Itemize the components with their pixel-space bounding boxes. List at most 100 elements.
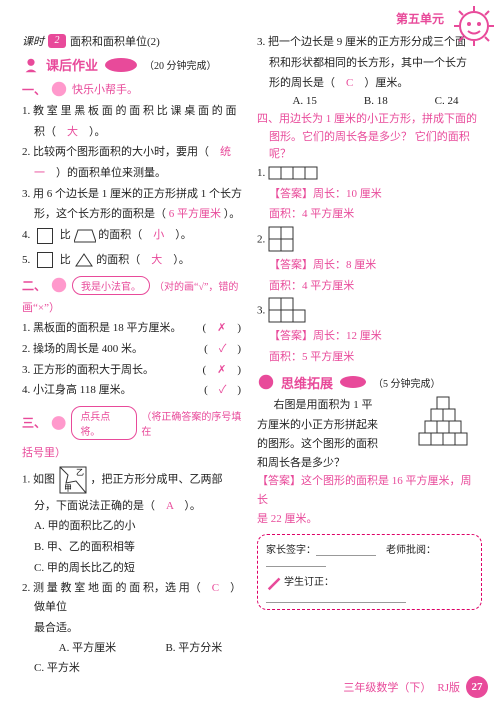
sec3-note2: 括号里）: [34, 444, 247, 463]
extl1: 右图是用面积为 1 平: [257, 396, 398, 415]
sec2-num: 二、: [22, 277, 46, 294]
s4a2b: 面积：4 平方厘米: [269, 277, 482, 296]
left-column: 课时 2 面积和面积单位(2) 课后作业 （20 分钟完成） 一、 快乐小帮手。…: [22, 33, 247, 680]
q1-3c: ）。: [221, 208, 240, 220]
s3q2c: 最合适。: [34, 619, 247, 638]
q1-5ans: 大: [151, 254, 162, 266]
q1-5b: 比: [60, 254, 71, 266]
s3q1d: ）。: [173, 500, 201, 512]
q1-5a: 5.: [22, 254, 30, 266]
extl2: 方厘米的小正方形拼起来: [257, 416, 398, 435]
doll3-icon: [50, 414, 67, 432]
rq3a: 3. 把一个边长是 9 厘米的正方形分成三个面: [269, 33, 482, 52]
sign-box: 家长签字： 老师批阅： 学生订正：: [257, 534, 482, 610]
doll-icon: [22, 56, 40, 74]
q1-4b: 比: [60, 229, 71, 241]
sec1-num: 一、: [22, 81, 46, 98]
sec4-title: 用边长为 1 厘米的小正方形，拼成下面的: [279, 113, 477, 125]
q1-2b: 一: [34, 167, 45, 179]
bubble2-icon: [339, 375, 367, 389]
q1-5c: 的面积（: [96, 254, 151, 266]
homework-badge: 课后作业: [46, 55, 98, 74]
rq3c: 形的周长是（: [269, 77, 346, 89]
star-icon: [50, 80, 68, 98]
svg-text:乙: 乙: [76, 468, 84, 477]
sec4-title2: 图形。它们的周长各是多少？ 它们的面积呢？: [269, 129, 482, 164]
s3q1c: 分，下面说法正确的是（: [34, 500, 166, 512]
shape2-icon: [268, 226, 296, 254]
rq3d: ）厘米。: [353, 77, 408, 89]
s3optC: C. 甲的周长比乙的短: [34, 559, 247, 578]
ext-time: （5 分钟完成）: [373, 375, 441, 390]
square-shape: [37, 228, 53, 244]
q1-3b: 形，这个长方形的面积是（: [34, 208, 169, 220]
q1-1c: ）。: [78, 126, 106, 138]
footer-grade: 三年级数学（下）: [343, 679, 431, 695]
s2q2: 2. 操场的周长是 400 米。: [22, 343, 143, 355]
s3q2a: 2. 测 量 教 室 地 面 的 面 积，选 用（: [22, 582, 212, 594]
s2a2: ✓: [219, 343, 227, 355]
sign-parent: 家长签字：: [266, 545, 316, 556]
ext-badge: 思维拓展: [281, 373, 333, 392]
lesson-number: 2: [48, 34, 66, 48]
triangle-shape: [74, 252, 94, 268]
page-number: 27: [466, 676, 488, 698]
sec2-note2: 画“×”）: [34, 299, 247, 318]
q1-1a: 1. 教 室 里 黑 板 面 的 面 积 比 课 桌 面 的 面: [34, 102, 247, 121]
pyramid-icon: [404, 396, 482, 454]
s3q2ans: C: [212, 582, 219, 594]
right-column: 3. 把一个边长是 9 厘米的正方形分成三个面 积和形状都相同的长方形，其中一个…: [257, 33, 482, 680]
sun-icon: [452, 4, 496, 48]
pencil-icon: [266, 574, 284, 592]
unit-header: 第五单元: [22, 10, 484, 27]
s4a1a: 【答案】周长：10 厘米: [269, 185, 482, 204]
q1-4a: 4.: [22, 229, 30, 241]
svg-text:甲: 甲: [64, 484, 72, 493]
lesson-title: 面积和面积单位(2): [70, 33, 160, 49]
ro3a: A. 15: [292, 95, 316, 107]
trapezoid-shape: [74, 228, 96, 244]
lesson-row: 课时 2 面积和面积单位(2): [22, 33, 247, 49]
q1-3ans: 6 平方厘米: [169, 208, 221, 220]
s4a1b: 面积：4 平方厘米: [269, 205, 482, 224]
split-square-icon: 甲乙: [58, 465, 88, 495]
s2a1: ✗: [217, 322, 226, 334]
sec2-note: （对的画“√”，错的: [154, 278, 238, 293]
time-note: （20 分钟完成）: [144, 57, 217, 72]
rq3b: 积和形状都相同的长方形，其中一个长方: [269, 54, 482, 73]
ext-ans2: 是 22 厘米。: [257, 510, 482, 529]
q1-4ans: 小: [153, 229, 164, 241]
square-shape2: [37, 252, 53, 268]
q1-2ans: 统: [220, 146, 231, 158]
ro3c: C. 24: [435, 95, 459, 107]
bubble-icon: [104, 57, 138, 73]
s2q1: 1. 黑板面的面积是 18 平方厘米。: [22, 322, 182, 334]
s3o2a: A. 平方厘米: [59, 639, 116, 655]
s3optB: B. 甲、乙的面积相等: [34, 538, 247, 557]
q1-2c: ）的面积单位来测量。: [45, 167, 166, 179]
sec3-note: （将正确答案的序号填在: [141, 408, 247, 438]
sec2-title: 我是小法官。: [72, 276, 150, 295]
s3optA: A. 甲的面积比乙的小: [34, 517, 247, 536]
sec3-title: 点兵点将。: [71, 406, 137, 440]
sec4-num: 四、: [257, 113, 279, 125]
q1-5d: ）。: [162, 254, 190, 266]
s4a2a: 【答案】周长：8 厘米: [269, 256, 482, 275]
footer-ed: RJ版: [437, 679, 460, 695]
shape1-icon: [268, 166, 318, 180]
q1-3a: 3. 用 6 个边长是 1 厘米的正方形拼成 1 个长方: [34, 185, 247, 204]
sec1-title: 快乐小帮手。: [72, 81, 138, 97]
sign-student: 学生订正：: [284, 577, 334, 588]
q1-ans: 大: [67, 126, 78, 138]
lesson-label: 课时: [22, 33, 44, 49]
s2q4: 4. 小江身高 118 厘米。: [22, 384, 132, 396]
ro3b: B. 18: [364, 95, 388, 107]
extl4: 和周长各是多少？: [257, 454, 398, 473]
s2a3: ✗: [217, 364, 226, 376]
q1-1b: 积（: [34, 126, 67, 138]
extl3: 的图形。这个图形的面积: [257, 435, 398, 454]
s3o2b: B. 平方分米: [165, 639, 222, 655]
s4a3b: 面积：5 平方厘米: [269, 348, 482, 367]
q1-4c: 的面积（: [98, 229, 153, 241]
s4a3a: 【答案】周长：12 厘米: [269, 327, 482, 346]
